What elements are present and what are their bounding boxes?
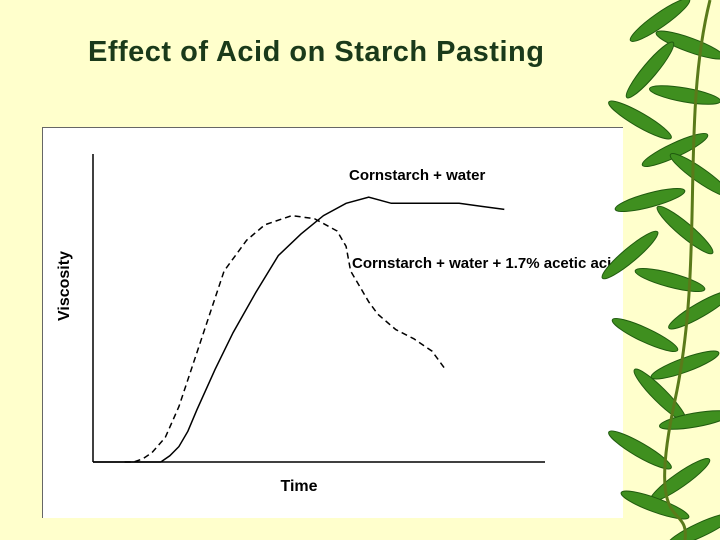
bamboo-leaf [656,205,714,255]
y-axis-label: Viscosity [56,251,73,321]
axes [92,154,545,463]
bamboo-leaf [666,513,720,540]
bamboo-leaf [659,410,720,430]
chart-panel: Time Viscosity Cornstarch + water Cornst… [42,127,623,518]
bamboo-leaf [634,267,706,293]
series-lines [93,196,505,463]
series-line-cornstarch-acetic-acid [124,214,447,463]
series-line-cornstarch-water [93,196,505,463]
bamboo-leaf [601,230,659,280]
bamboo-leaf [629,0,691,42]
series-label-cornstarch-acetic-acid: Cornstarch + water + 1.7% acetic acid [352,255,620,272]
bamboo-leaf [614,187,686,213]
series-label-cornstarch-water: Cornstarch + water [349,167,485,184]
bamboo-leaf [625,41,675,99]
bamboo-leaf [668,290,720,330]
slide-title: Effect of Acid on Starch Pasting [88,36,545,68]
bamboo-leaf [669,153,720,197]
bamboo-leaf [649,85,720,105]
bamboo-leaf [608,430,672,470]
x-axis-label: Time [280,478,317,495]
bamboo-leaf [655,30,720,60]
line-chart: Time Viscosity Cornstarch + water Cornst… [56,154,620,495]
bamboo-leaf [641,133,709,167]
bamboo-leaf [608,100,672,140]
bamboo-stem [663,0,712,540]
bamboo-leaves-decoration [601,0,720,540]
bamboo-leaf [611,318,679,352]
